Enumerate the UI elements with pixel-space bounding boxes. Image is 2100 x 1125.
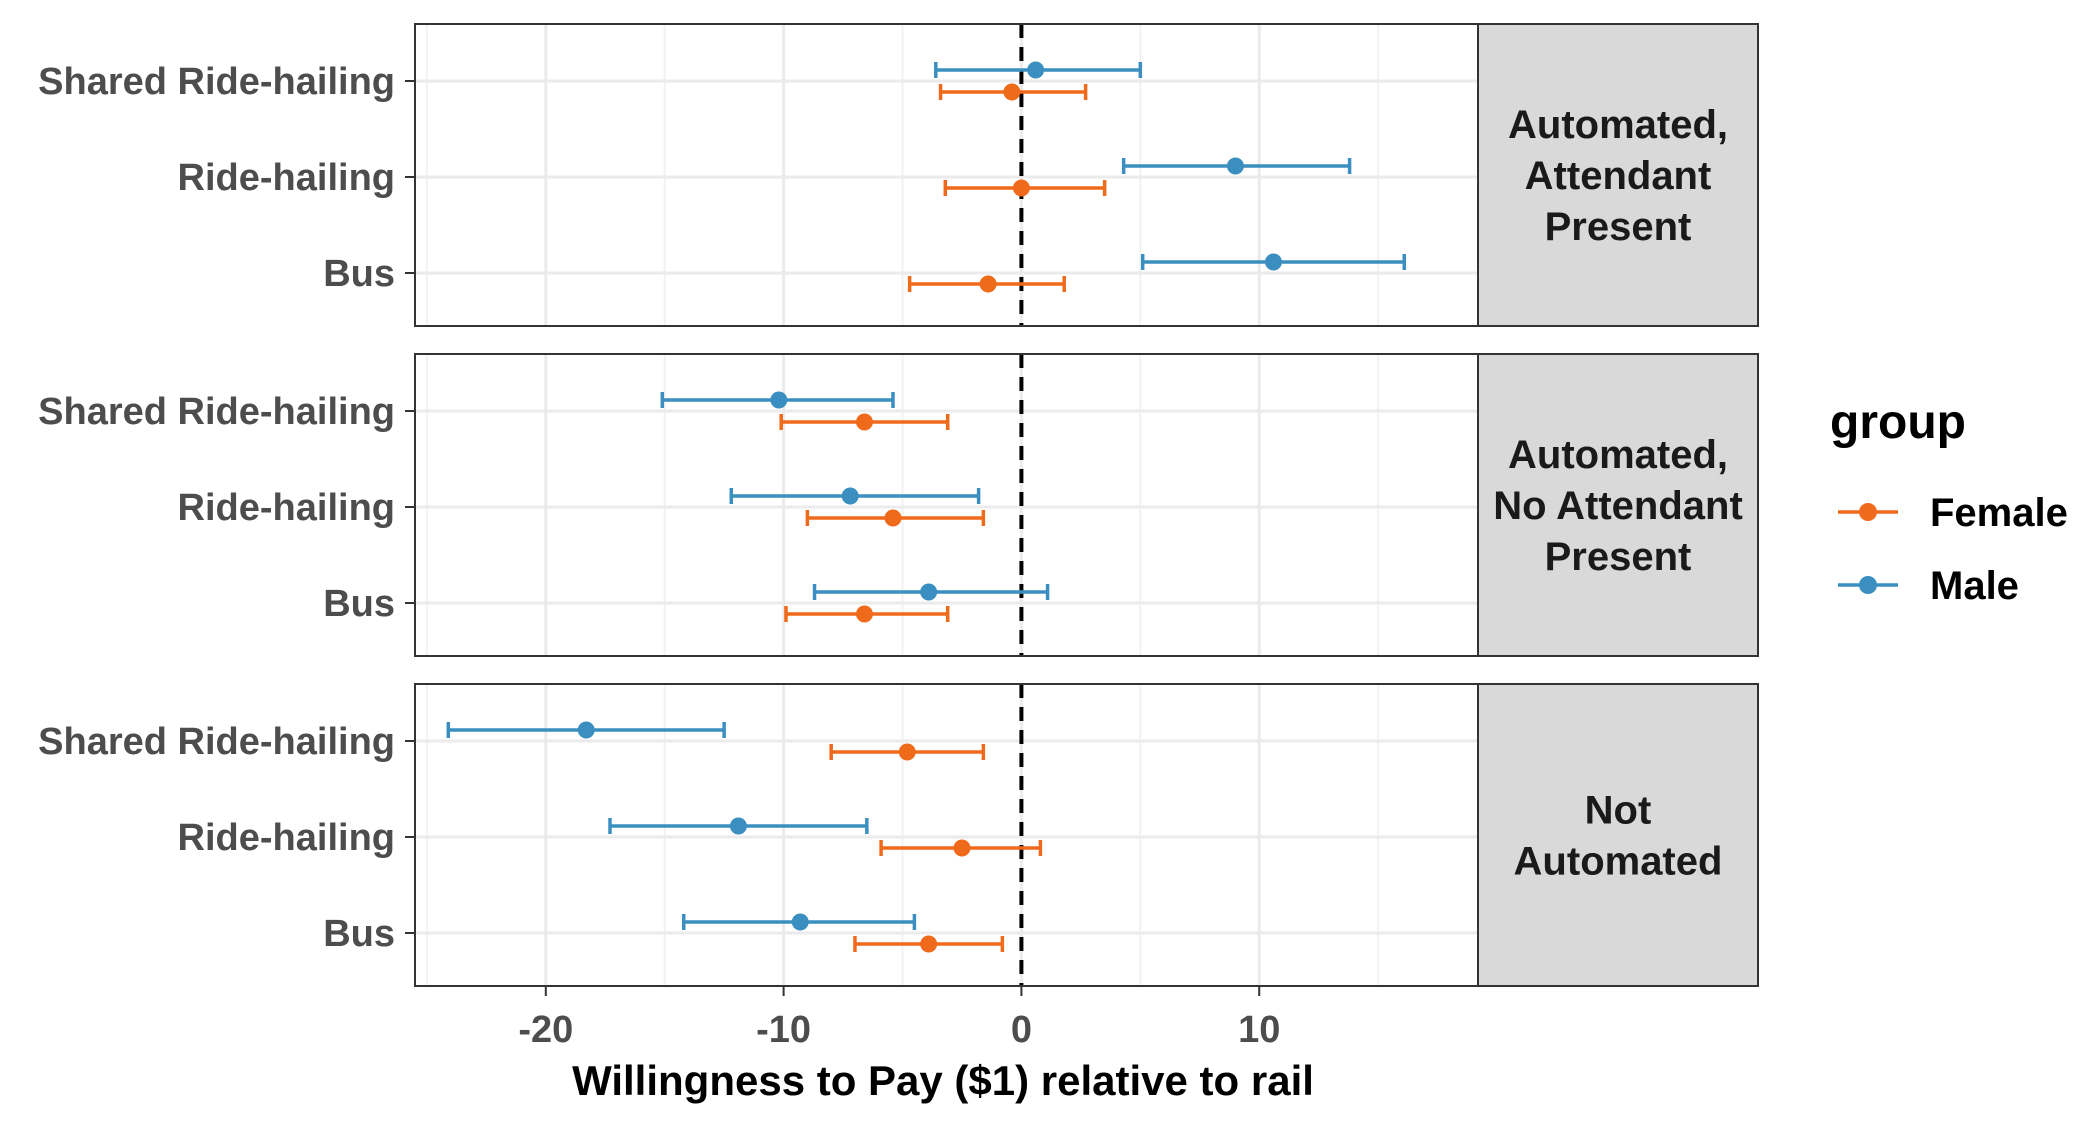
error-bar-female — [853, 935, 1005, 953]
point-estimate-female — [855, 605, 873, 623]
legend-entries: Female Male — [1838, 491, 2068, 608]
x-tick-label: -10 — [756, 1009, 811, 1051]
point-estimate-female — [898, 743, 916, 761]
point-estimate-male — [920, 583, 938, 601]
error-bar-male — [681, 913, 917, 931]
error-bar-male — [934, 61, 1143, 79]
error-bar-female — [943, 179, 1107, 197]
facet-panels: Shared Ride-hailing Ride-hailing Bus Automa… — [38, 23, 1759, 987]
legend-key-point — [1859, 503, 1877, 521]
x-tick-label: 0 — [1011, 1009, 1032, 1051]
facet-strip-label: Automated, Attendant Present — [1508, 103, 1728, 249]
y-tick-label: Ride-hailing — [178, 487, 395, 529]
point-estimate-male — [1226, 157, 1244, 175]
panel-background — [415, 354, 1478, 656]
error-bar-male — [608, 817, 869, 835]
legend-entry-female: Female — [1838, 491, 2068, 535]
y-tick-label: Shared Ride-hailing — [38, 61, 395, 103]
legend-title: group — [1830, 396, 1966, 449]
error-bar-female — [879, 839, 1043, 857]
legend-label: Male — [1930, 564, 2019, 608]
point-estimate-male — [791, 913, 809, 931]
point-estimate-female — [1012, 179, 1030, 197]
legend: group Female Male — [1830, 396, 2068, 608]
legend-entry-male: Male — [1838, 564, 2019, 608]
facet-panel: Shared Ride-hailing Ride-hailing Bus Automa… — [38, 23, 1759, 327]
point-estimate-male — [577, 721, 595, 739]
point-estimate-female — [884, 509, 902, 527]
facet-strip-label: Automated, No Attendant Present — [1493, 433, 1743, 579]
point-estimate-male — [1027, 61, 1045, 79]
x-axis: -20 -10 0 10 — [518, 986, 1280, 1051]
point-estimate-female — [855, 413, 873, 431]
error-bar-male — [660, 391, 895, 409]
facet-strip — [1477, 353, 1759, 657]
point-estimate-male — [770, 391, 788, 409]
error-bar-female — [779, 413, 950, 431]
facet-strip — [1477, 683, 1759, 987]
error-bar-male — [446, 721, 726, 739]
y-tick-label: Ride-hailing — [178, 157, 395, 199]
y-tick-label: Bus — [323, 253, 395, 295]
x-tick-label: -20 — [518, 1009, 573, 1051]
point-estimate-female — [920, 935, 938, 953]
error-bar-male — [1121, 157, 1352, 175]
point-estimate-male — [1264, 253, 1282, 271]
point-estimate-female — [979, 275, 997, 293]
error-bar-female — [784, 605, 950, 623]
error-bar-female — [907, 275, 1066, 293]
error-bar-female — [829, 743, 986, 761]
facet-strip-label: Not Automated — [1514, 789, 1723, 884]
error-bar-female — [805, 509, 986, 527]
point-estimate-male — [841, 487, 859, 505]
y-tick-label: Bus — [323, 583, 395, 625]
error-bar-male — [812, 583, 1050, 601]
y-tick-label: Bus — [323, 913, 395, 955]
y-tick-label: Shared Ride-hailing — [38, 721, 395, 763]
facet-strip — [1477, 23, 1759, 327]
legend-label: Female — [1930, 491, 2068, 535]
facet-panel: Shared Ride-hailing Ride-hailing Bus Not Aut… — [38, 683, 1759, 987]
facet-panel: Shared Ride-hailing Ride-hailing Bus Automa… — [38, 353, 1759, 657]
x-axis-title: Willingness to Pay ($1) relative to rail — [572, 1057, 1314, 1104]
error-bar-female — [938, 83, 1088, 101]
x-tick-label: 10 — [1238, 1009, 1280, 1051]
panel-background — [415, 24, 1478, 326]
point-estimate-female — [953, 839, 971, 857]
error-bar-male — [729, 487, 981, 505]
legend-key-point — [1859, 576, 1877, 594]
point-estimate-male — [729, 817, 747, 835]
y-tick-label: Ride-hailing — [178, 817, 395, 859]
y-tick-label: Shared Ride-hailing — [38, 391, 395, 433]
error-bar-male — [1140, 253, 1407, 271]
point-estimate-female — [1003, 83, 1021, 101]
